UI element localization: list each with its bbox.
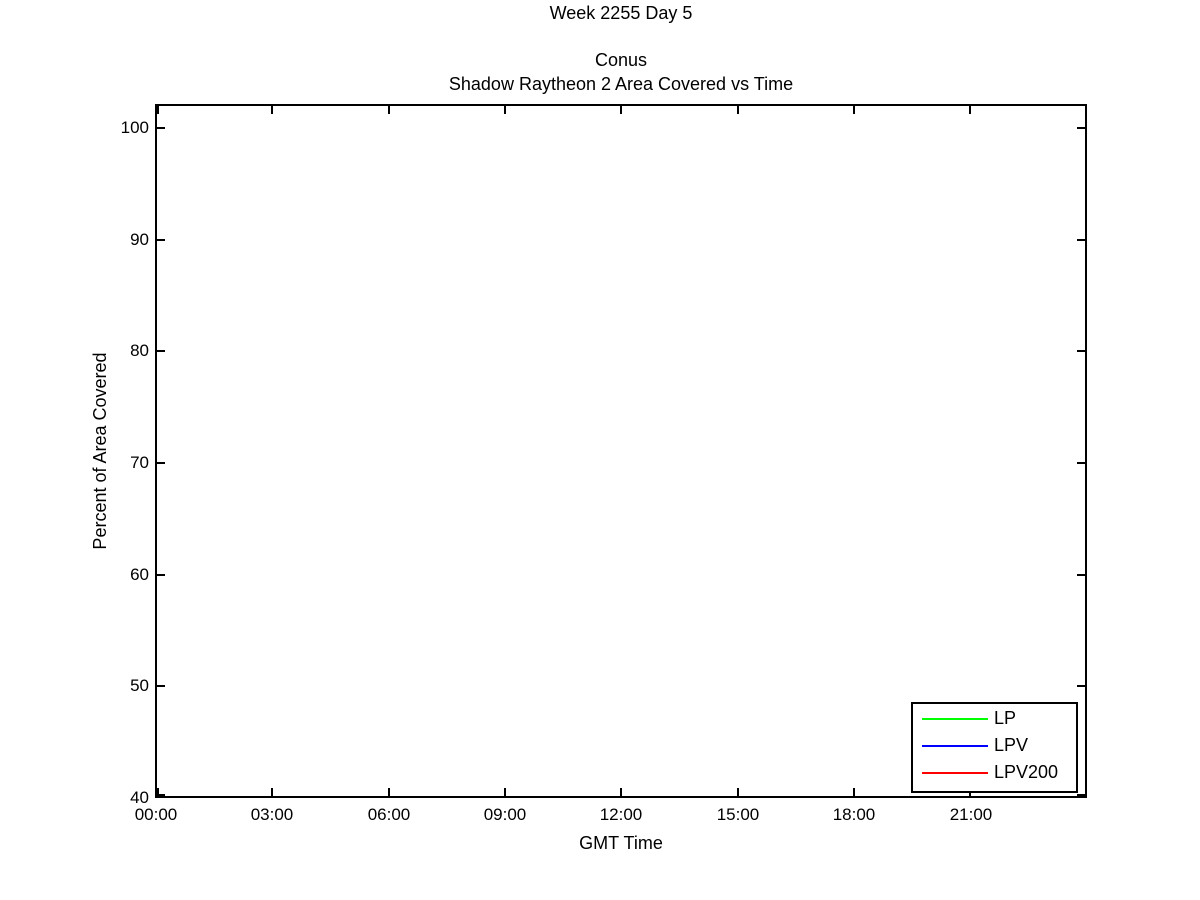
y-tick-label: 70 (130, 453, 149, 472)
y-tick-mark (157, 127, 165, 129)
chart-title-line2: Shadow Raytheon 2 Area Covered vs Time (448, 74, 794, 94)
x-tick-mark (388, 106, 390, 114)
legend-line-swatch (922, 771, 988, 774)
legend-entry-lpv200: LPV200 (913, 759, 1076, 786)
y-tick-mark (157, 794, 165, 796)
x-tick-mark (504, 106, 506, 114)
y-tick-mark (157, 574, 165, 576)
y-tick-label: 50 (130, 676, 149, 695)
x-tick-label: 18:00 (832, 805, 876, 824)
x-tick-mark (388, 788, 390, 796)
y-tick-label: 80 (130, 341, 149, 360)
y-tick-mark (157, 350, 165, 352)
y-tick-label: 90 (130, 230, 149, 249)
x-tick-mark (853, 106, 855, 114)
y-tick-mark (1077, 574, 1085, 576)
x-tick-label: 21:00 (949, 805, 993, 824)
x-tick-mark (620, 106, 622, 114)
x-tick-mark (620, 788, 622, 796)
legend-line-swatch (922, 744, 988, 747)
x-tick-mark (737, 788, 739, 796)
x-axis-label: GMT Time (579, 833, 663, 853)
y-tick-mark (1077, 239, 1085, 241)
y-tick-mark (1077, 350, 1085, 352)
legend: LP LPV LPV200 (911, 702, 1078, 793)
x-tick-mark (271, 106, 273, 114)
y-tick-mark (157, 462, 165, 464)
x-tick-label: 15:00 (716, 805, 760, 824)
y-tick-mark (157, 239, 165, 241)
legend-label: LPV200 (994, 762, 1059, 782)
legend-label: LP (994, 708, 1017, 728)
chart-title-line1: Conus (594, 50, 648, 70)
legend-entry-lp: LP (913, 705, 1076, 732)
x-tick-mark (271, 788, 273, 796)
x-tick-label: 03:00 (250, 805, 294, 824)
x-tick-mark (969, 106, 971, 114)
y-tick-label: 60 (130, 565, 149, 584)
figure-suptitle: Week 2255 Day 5 (549, 3, 693, 23)
legend-entry-lpv: LPV (913, 732, 1076, 759)
y-tick-mark (1077, 794, 1085, 796)
legend-label: LPV (994, 735, 1029, 755)
x-tick-label: 12:00 (599, 805, 643, 824)
plot-area (155, 104, 1087, 798)
y-tick-mark (1077, 462, 1085, 464)
y-tick-mark (1077, 685, 1085, 687)
y-tick-mark (1077, 127, 1085, 129)
y-tick-mark (157, 685, 165, 687)
x-tick-label: 09:00 (483, 805, 527, 824)
x-tick-mark (157, 788, 159, 796)
y-tick-label: 40 (130, 788, 149, 807)
y-axis-label: Percent of Area Covered (90, 352, 110, 550)
x-tick-label: 00:00 (134, 805, 178, 824)
x-tick-mark (853, 788, 855, 796)
legend-line-swatch (922, 717, 988, 720)
x-tick-mark (157, 106, 159, 114)
x-tick-mark (504, 788, 506, 796)
x-tick-mark (737, 106, 739, 114)
x-tick-label: 06:00 (367, 805, 411, 824)
y-tick-label: 100 (120, 118, 149, 137)
